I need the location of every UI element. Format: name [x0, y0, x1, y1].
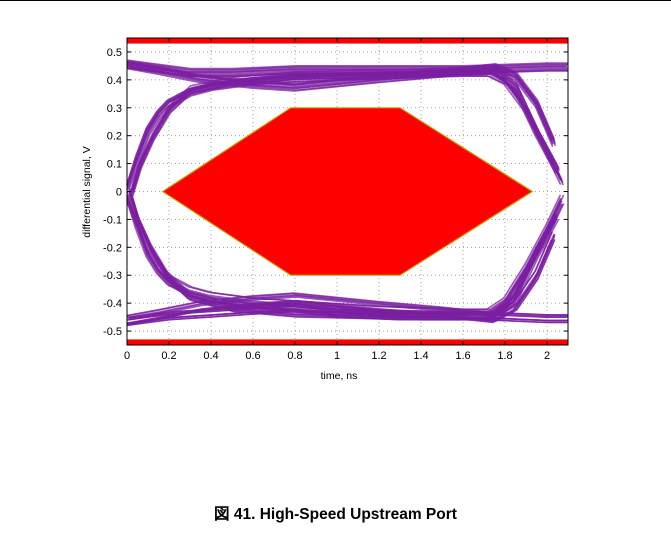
trace-series-5-pass-8 [128, 235, 556, 321]
page-top-rule [0, 0, 671, 1]
eye-mask-hexagon [161, 107, 534, 276]
trace-series-7-pass-8 [129, 68, 558, 193]
x-tick-label-9: 1.8 [497, 350, 512, 362]
trace-series-4-pass-7 [128, 66, 557, 147]
y-tick-label-3: 0.2 [107, 131, 122, 143]
x-tick-label-7: 1.4 [413, 350, 428, 362]
y-tick-label-0: 0.5 [107, 47, 122, 59]
y-tick-label-1: 0.4 [107, 75, 122, 87]
trace-series-2-pass-9 [127, 60, 568, 71]
x-tick-label-0: 0 [124, 350, 130, 362]
tick-labels: 0 0.2 0.4 0.6 0.8 1 1.2 1.4 1.6 1.8 2 0.5 0.4 0.3 0.2 0… [103, 47, 550, 362]
y-tick-label-10: -0.5 [103, 326, 122, 338]
axes-frame [126, 37, 569, 346]
trace-series-7-pass-7 [130, 73, 559, 198]
y-tick-label-4: 0.1 [107, 159, 122, 171]
x-tick-label-6: 1.2 [371, 350, 386, 362]
figure-caption: 図 41. High-Speed Upstream Port [214, 506, 457, 523]
trace-series-6-pass-9 [131, 196, 560, 321]
x-axis-label: time, ns [321, 370, 358, 382]
upper-limit-mask [127, 38, 568, 44]
x-tick-label-8: 1.6 [455, 350, 470, 362]
x-tick-label-3: 0.6 [245, 350, 260, 362]
y-tick-label-5: 0 [116, 187, 122, 199]
x-tick-label-4: 0.8 [287, 350, 302, 362]
y-tick-label-7: -0.2 [103, 242, 122, 254]
lower-limit-mask [127, 339, 568, 345]
x-tick-label-5: 1 [334, 350, 340, 362]
signal-traces [126, 59, 568, 327]
trace-series-2-pass-5 [127, 59, 568, 70]
y-tick-label-8: -0.3 [103, 270, 122, 282]
y-tick-label-6: -0.1 [103, 214, 122, 226]
x-tick-label-2: 0.4 [203, 350, 218, 362]
y-tick-label-9: -0.4 [103, 298, 122, 310]
x-tick-label-10: 2 [544, 350, 550, 362]
trace-series-7-pass-9 [132, 67, 560, 192]
x-tick-label-1: 0.2 [161, 350, 176, 362]
y-tick-label-2: 0.3 [107, 103, 122, 115]
eye-mask-layer [127, 38, 568, 345]
y-axis-label: differential signal, V [81, 146, 93, 237]
